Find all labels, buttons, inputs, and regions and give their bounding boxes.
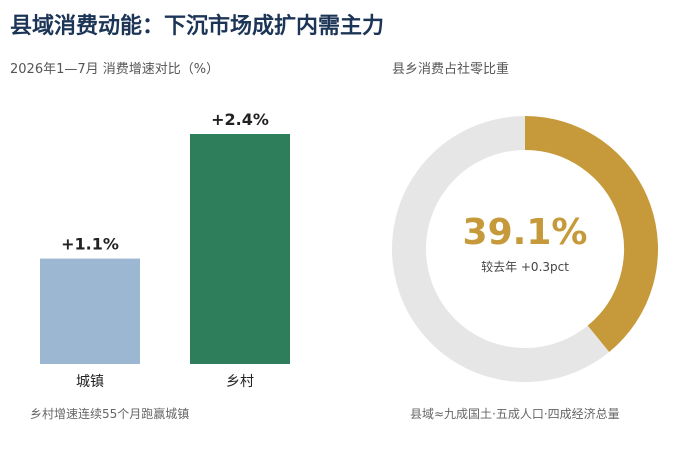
bar-2 (190, 134, 290, 364)
donut-slice-1 (524, 116, 658, 352)
donut-slice-2 (392, 116, 610, 382)
category-label-2: 乡村 (226, 374, 254, 390)
bar-1 (40, 258, 140, 364)
category-label-1: 城镇 (76, 374, 104, 390)
donut-chart-footnote: 县域≈九成国土·五成人口·四成经济总量 (410, 407, 620, 421)
bar-value-label-2: +2.4% (211, 110, 269, 129)
donut-center-value: 39.1% (463, 212, 588, 253)
bar-value-label-1: +1.1% (61, 235, 119, 254)
bar-chart-subtitle: 2026年1—7月 消费增速对比（%） (10, 62, 220, 77)
donut-chart-subtitle: 县乡消费占社零比重 (392, 62, 510, 77)
page-title: 县域消费动能：下沉市场成扩内需主力 (10, 14, 385, 39)
bar-chart-footnote: 乡村增速连续55个月跑赢城镇 (30, 407, 190, 421)
donut-center-note: 较去年 +0.3pct (481, 259, 569, 274)
